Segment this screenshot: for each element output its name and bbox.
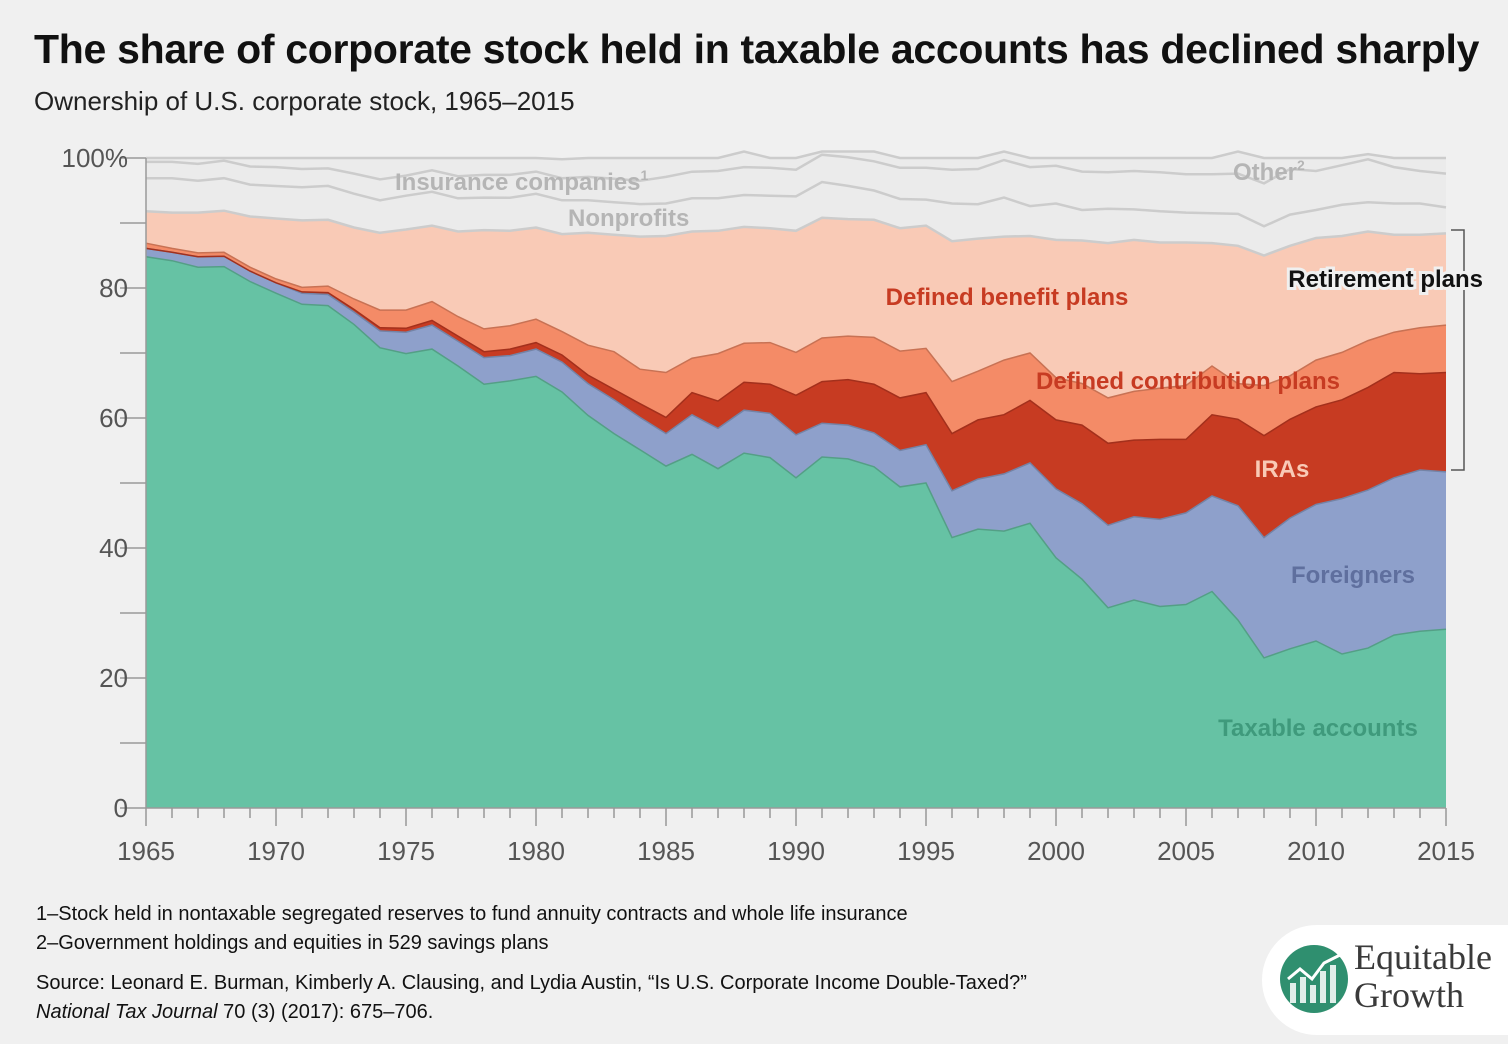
- x-tick-label: 1990: [767, 836, 825, 866]
- source-journal: National Tax Journal: [36, 1001, 218, 1023]
- source-line-1: Source: Leonard E. Burman, Kimberly A. C…: [36, 972, 1027, 994]
- equitable-growth-logo: Equitable Growth: [1262, 925, 1508, 1035]
- logo-text-line1: Equitable: [1354, 937, 1492, 977]
- y-tick-label: 0: [114, 793, 128, 823]
- series-label-foreigners: Foreigners: [1291, 562, 1415, 589]
- retirement-plans-bracket: [1451, 229, 1465, 471]
- area-nonprofits: [146, 178, 1446, 256]
- series-label-insurance-text: Insurance companies: [395, 169, 640, 196]
- boundary-foreigners: [145, 247, 1447, 539]
- y-tick-label: 80: [99, 273, 128, 303]
- x-tick-label: 1985: [637, 836, 695, 866]
- y-tick-label: 20: [99, 663, 128, 693]
- x-tick-label: 2010: [1287, 836, 1345, 866]
- x-tick-label: 1975: [377, 836, 435, 866]
- boundary-taxable: [145, 256, 1447, 659]
- boundary-insurance: [146, 153, 1447, 185]
- boundary-lines-group: [145, 150, 1447, 659]
- footnote-marker-2: 2: [1297, 157, 1305, 173]
- source-line-2: National Tax Journal 70 (3) (2017): 675–…: [36, 1001, 433, 1024]
- series-label-defined-benefit: Defined benefit plans: [886, 284, 1129, 311]
- x-ticks-group: 1965 1970 1975 1980 1985 1990 1995 2000 2005 2010…: [117, 808, 1475, 866]
- boundary-nonprofits: [146, 176, 1447, 228]
- series-label-taxable: Taxable accounts: [1218, 715, 1418, 742]
- retirement-plans-label: Retirement plans: [1288, 266, 1483, 293]
- y-tick-label: 40: [99, 533, 128, 563]
- x-tick-label: 2005: [1157, 836, 1215, 866]
- area-db: [146, 210, 1446, 398]
- x-tick-label: 2000: [1027, 836, 1085, 866]
- area-taxable: [146, 256, 1446, 808]
- boundary-dc: [145, 242, 1447, 399]
- footnote-marker-1: 1: [640, 167, 648, 183]
- series-label-iras: IRAs: [1255, 456, 1310, 483]
- y-tick-label: 100%: [62, 143, 129, 173]
- x-tick-label: 1995: [897, 836, 955, 866]
- series-label-other: Other2: [1233, 157, 1305, 186]
- boundary-db: [145, 209, 1447, 257]
- footnote-1: 1–Stock held in nontaxable segregated re…: [36, 903, 908, 925]
- x-tick-label: 1980: [507, 836, 565, 866]
- chart-title: The share of corporate stock held in tax…: [34, 26, 1480, 72]
- area-foreigners: [146, 248, 1446, 658]
- series-label-nonprofits: Nonprofits: [568, 205, 689, 232]
- series-label-insurance: Insurance companies1: [395, 167, 648, 196]
- area-iras: [146, 248, 1446, 538]
- boundary-other: [146, 150, 1446, 161]
- boundary-iras: [145, 247, 1447, 445]
- x-tick-label: 1970: [247, 836, 305, 866]
- y-tick-label: 60: [99, 403, 128, 433]
- x-tick-label: 1965: [117, 836, 175, 866]
- series-label-defined-contribution: Defined contribution plans: [1036, 368, 1340, 395]
- chart-subtitle: Ownership of U.S. corporate stock, 1965–…: [34, 86, 575, 116]
- series-label-other-text: Other: [1233, 159, 1297, 186]
- x-tick-label: 2015: [1417, 836, 1475, 866]
- logo-mark-icon: [1280, 945, 1348, 1013]
- footnote-2: 2–Government holdings and equities in 52…: [36, 932, 549, 954]
- source-citation: 70 (3) (2017): 675–706.: [217, 1001, 434, 1023]
- logo-text-line2: Growth: [1354, 975, 1464, 1015]
- y-ticks-group: 0 20 40 60 80 100%: [62, 143, 146, 823]
